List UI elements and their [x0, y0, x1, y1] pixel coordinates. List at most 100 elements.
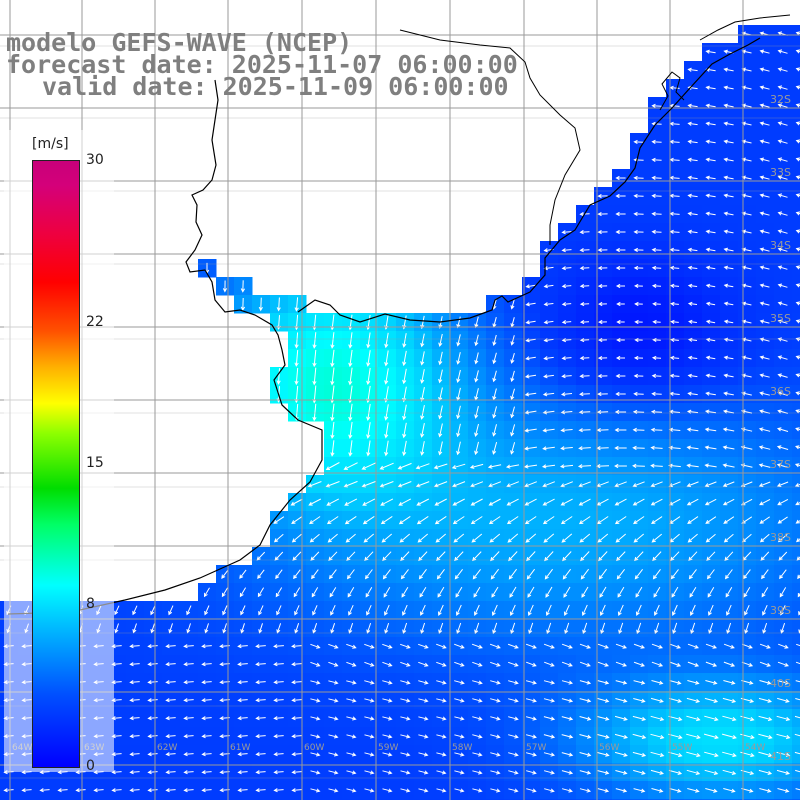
- wind-arrow: [474, 405, 479, 419]
- wind-arrow: [330, 421, 335, 440]
- wind-arrow: [419, 586, 427, 598]
- wind-arrow: [474, 604, 480, 616]
- wind-arrow: [669, 661, 682, 667]
- wind-arrow: [311, 569, 319, 580]
- wind-arrow: [418, 716, 429, 721]
- wind-arrow: [436, 734, 447, 739]
- wind-arrow: [508, 568, 517, 580]
- wind-arrow: [543, 302, 554, 307]
- wind-arrow: [436, 698, 447, 703]
- wind-arrow: [615, 533, 627, 543]
- wind-arrow: [525, 752, 537, 757]
- wind-arrow: [704, 769, 719, 775]
- wind-arrow: [490, 716, 501, 721]
- wind-arrow: [759, 157, 770, 162]
- wind-arrow: [510, 406, 515, 419]
- wind-arrow: [452, 516, 465, 525]
- wind-arrow: [490, 770, 501, 775]
- wind-cell: [792, 367, 800, 386]
- wind-arrow: [526, 770, 537, 775]
- wind-arrow: [776, 715, 791, 721]
- wind-arrow: [509, 604, 516, 617]
- wind-arrow: [650, 697, 664, 703]
- wind-arrow: [687, 355, 698, 360]
- wind-arrow: [795, 680, 800, 683]
- wind-arrow: [490, 734, 501, 739]
- wind-arrow: [560, 410, 573, 415]
- wind-arrow: [507, 643, 519, 649]
- wind-cell: [792, 655, 800, 674]
- wind-arrow: [436, 716, 447, 721]
- wind-arrow: [651, 355, 662, 361]
- wind-arrow: [382, 770, 393, 775]
- wind-arrow: [237, 662, 248, 667]
- wind-arrow: [255, 788, 266, 793]
- wind-arrow: [129, 662, 140, 667]
- wind-arrow: [705, 229, 716, 234]
- wind-arrow: [740, 409, 753, 414]
- wind-arrow: [402, 368, 407, 385]
- wind-arrow: [489, 533, 501, 543]
- longitude-label: 61W: [230, 743, 251, 753]
- wind-arrow: [544, 788, 555, 793]
- wind-arrow: [578, 498, 591, 506]
- wind-arrow: [704, 427, 717, 432]
- wind-arrow: [366, 403, 371, 422]
- wind-arrow: [615, 211, 626, 217]
- wind-arrow: [436, 551, 446, 562]
- wind-arrow: [525, 680, 537, 685]
- wind-arrow: [328, 661, 339, 667]
- wind-arrow: [255, 644, 266, 649]
- wind-arrow: [183, 644, 194, 649]
- wind-arrow: [237, 698, 248, 703]
- wind-arrow: [705, 247, 716, 252]
- wind-cell: [792, 205, 800, 224]
- wind-arrow: [777, 265, 788, 270]
- latitude-label: 32S: [770, 93, 791, 106]
- wind-arrow: [348, 403, 353, 422]
- wind-arrow: [579, 229, 590, 235]
- wind-arrow: [652, 301, 661, 307]
- wind-arrow: [237, 752, 248, 757]
- wind-arrow: [776, 733, 791, 740]
- wind-arrow: [543, 770, 555, 775]
- wind-cell: [792, 547, 800, 566]
- wind-arrow: [650, 498, 663, 506]
- wind-arrow: [597, 680, 610, 685]
- wind-arrow: [777, 697, 790, 703]
- wind-arrow: [705, 643, 717, 649]
- wind-arrow: [687, 680, 700, 685]
- wind-arrow: [418, 569, 427, 580]
- wind-arrow: [561, 661, 573, 667]
- wind-arrow: [310, 698, 321, 703]
- wind-arrow: [325, 462, 340, 470]
- wind-arrow: [561, 283, 572, 289]
- wind-arrow: [328, 788, 339, 793]
- wind-arrow: [633, 139, 644, 145]
- wind-arrow: [777, 661, 789, 667]
- wind-arrow: [759, 49, 770, 54]
- wind-arrow: [542, 428, 555, 433]
- wind-arrow: [420, 441, 425, 456]
- wind-arrow: [633, 661, 645, 667]
- wind-arrow: [561, 533, 573, 543]
- wind-arrow: [761, 587, 769, 598]
- wind-arrow: [723, 643, 735, 649]
- wind-arrow: [777, 247, 788, 252]
- wind-arrow: [129, 716, 140, 721]
- wind-arrow: [597, 193, 608, 199]
- wind-arrow: [705, 121, 716, 126]
- wind-arrow: [258, 297, 263, 312]
- wind-arrow: [741, 391, 752, 396]
- wind-arrow: [650, 769, 665, 775]
- wind-arrow: [384, 440, 389, 457]
- wind-arrow: [579, 283, 590, 289]
- wind-arrow: [237, 770, 248, 775]
- wind-cell: [792, 673, 800, 692]
- wind-arrow: [597, 734, 610, 739]
- wind-arrow: [380, 515, 393, 525]
- wind-arrow: [275, 569, 283, 580]
- wind-arrow: [293, 587, 301, 598]
- wind-arrow: [402, 404, 407, 421]
- wind-arrow: [363, 533, 375, 543]
